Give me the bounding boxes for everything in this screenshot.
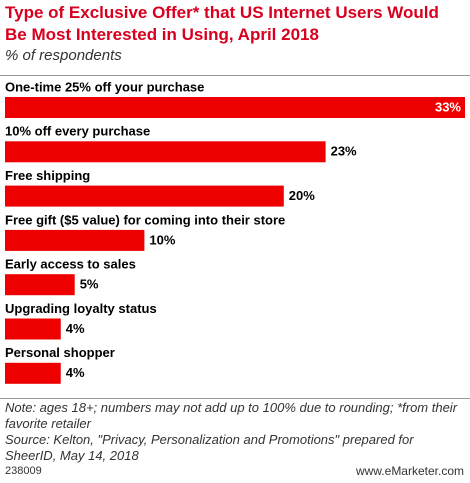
footnotes: Note: ages 18+; numbers may not add up t…: [5, 400, 465, 464]
category-label: Free shipping: [5, 168, 90, 183]
bar: [5, 362, 61, 384]
note: Note: ages 18+; numbers may not add up t…: [5, 400, 458, 431]
bar: [5, 185, 284, 207]
bar: [5, 97, 465, 118]
chart-id: 238009: [5, 465, 42, 477]
category-label: Upgrading loyalty status: [5, 301, 157, 316]
category-label: Early access to sales: [5, 257, 136, 272]
value-label: 4%: [66, 365, 85, 380]
value-label: 20%: [289, 188, 315, 203]
value-label: 4%: [66, 321, 85, 336]
category-label: Free gift ($5 value) for coming into the…: [5, 212, 285, 227]
category-label: Personal shopper: [5, 345, 115, 360]
category-label: One-time 25% off your purchase: [5, 79, 204, 94]
chart: One-time 25% off your purchase 33% 10% off…: [5, 79, 465, 384]
value-label: 10%: [149, 232, 175, 247]
source: Source: Kelton, "Privacy, Personalizatio…: [5, 432, 414, 463]
bar: [5, 141, 326, 163]
value-label: 33%: [435, 99, 461, 114]
chart-title: Type of Exclusive Offer* that US Interne…: [5, 3, 439, 44]
value-label: 5%: [80, 277, 99, 292]
category-label: 10% off every purchase: [5, 124, 150, 139]
bar: [5, 318, 61, 340]
value-label: 23%: [331, 144, 357, 159]
bar: [5, 274, 75, 296]
brand: www.eMarketer.com: [355, 464, 464, 478]
divider: [0, 75, 470, 76]
bar: [5, 229, 145, 251]
chart-subtitle: % of respondents: [5, 47, 122, 64]
divider: [0, 398, 470, 399]
